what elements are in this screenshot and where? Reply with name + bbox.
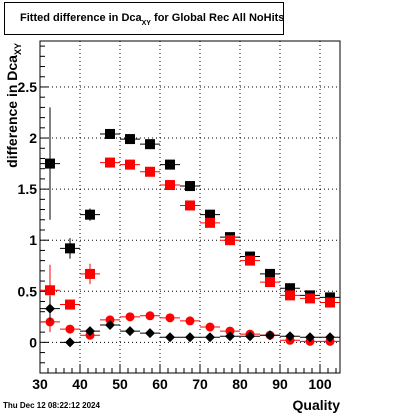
series-4-point [305,332,315,343]
series-2-point [305,293,315,304]
series-4-point [225,331,235,342]
series-3-point [205,322,215,332]
series-4-point [105,319,115,330]
series-2-point [185,200,195,211]
x-tick-label: 30 [32,376,48,392]
y-tick-label: 2.5 [18,79,38,95]
series-4-point [285,331,295,342]
series-2-point [225,235,235,246]
series-1-point [65,243,75,254]
x-tick-label: 60 [152,376,168,392]
plot-frame [39,40,341,374]
series-1-point [125,134,135,145]
series-1-point [165,159,175,170]
series-1-point [325,292,335,303]
series-4-point [185,332,195,343]
series-4-point [165,332,175,343]
y-axis-label: difference in DcaXY [4,43,23,168]
series-4-point [245,331,255,342]
series-4-point [145,328,155,339]
chart-title-prefix: Fitted difference in Dca [20,12,142,24]
series-1-point [185,181,195,192]
y-tick-label: 1 [29,232,37,248]
series-1-point [145,139,155,150]
x-tick-label: 40 [72,376,88,392]
y-tick-label: 0 [29,334,37,350]
series-2-point [65,299,75,310]
footer-date: Thu Dec 12 08:22:12 2024 [3,401,100,410]
chart-title-subscript: XY [141,20,151,27]
series-2-point [145,166,155,177]
series-3-point [165,313,175,323]
series-2-point [265,277,275,288]
series-1-point [45,158,55,169]
chart-title-box: Fitted difference in DcaXY for Global Re… [4,2,284,35]
series-1-point [85,209,95,220]
series-1-point [105,128,115,139]
series-3-point [45,317,55,327]
series-4-point [125,326,135,337]
series-1-point [205,209,215,220]
series-2-point [205,217,215,228]
series-4-point [65,337,75,348]
series-3-point [185,316,195,326]
series-3-point [105,315,115,325]
series-3-point [225,326,235,336]
y-tick-label: 2 [29,130,37,146]
series-2-point [45,285,55,296]
x-axis-label: Quality [293,397,341,413]
series-4-point [85,326,95,337]
series-3-point [65,324,75,334]
series-2-point [285,290,295,301]
series-2-point [85,268,95,279]
series-1-point [285,283,295,294]
series-2-point [165,180,175,191]
y-tick-label: 1.5 [18,181,38,197]
x-tick-label: 50 [112,376,128,392]
series-2-point [125,159,135,170]
series-3-point [125,312,135,322]
x-tick-label: 70 [192,376,208,392]
x-tick-label: 90 [272,376,288,392]
series-4-point [205,332,215,343]
series-1-point [265,268,275,279]
series-2-point [245,255,255,266]
series-3-point [145,311,155,321]
series-4-point [45,303,55,314]
series-4-point [325,332,335,343]
series-4-point [265,330,275,341]
series-2-point [105,157,115,168]
chart-title: Fitted difference in DcaXY for Global Re… [20,12,284,27]
y-tick-label: 0.5 [18,283,38,299]
chart-title-suffix: for Global Rec All NoHits [150,12,285,24]
x-tick-label: 80 [232,376,248,392]
x-tick-label: 100 [308,376,332,392]
series-2-point [325,297,335,308]
